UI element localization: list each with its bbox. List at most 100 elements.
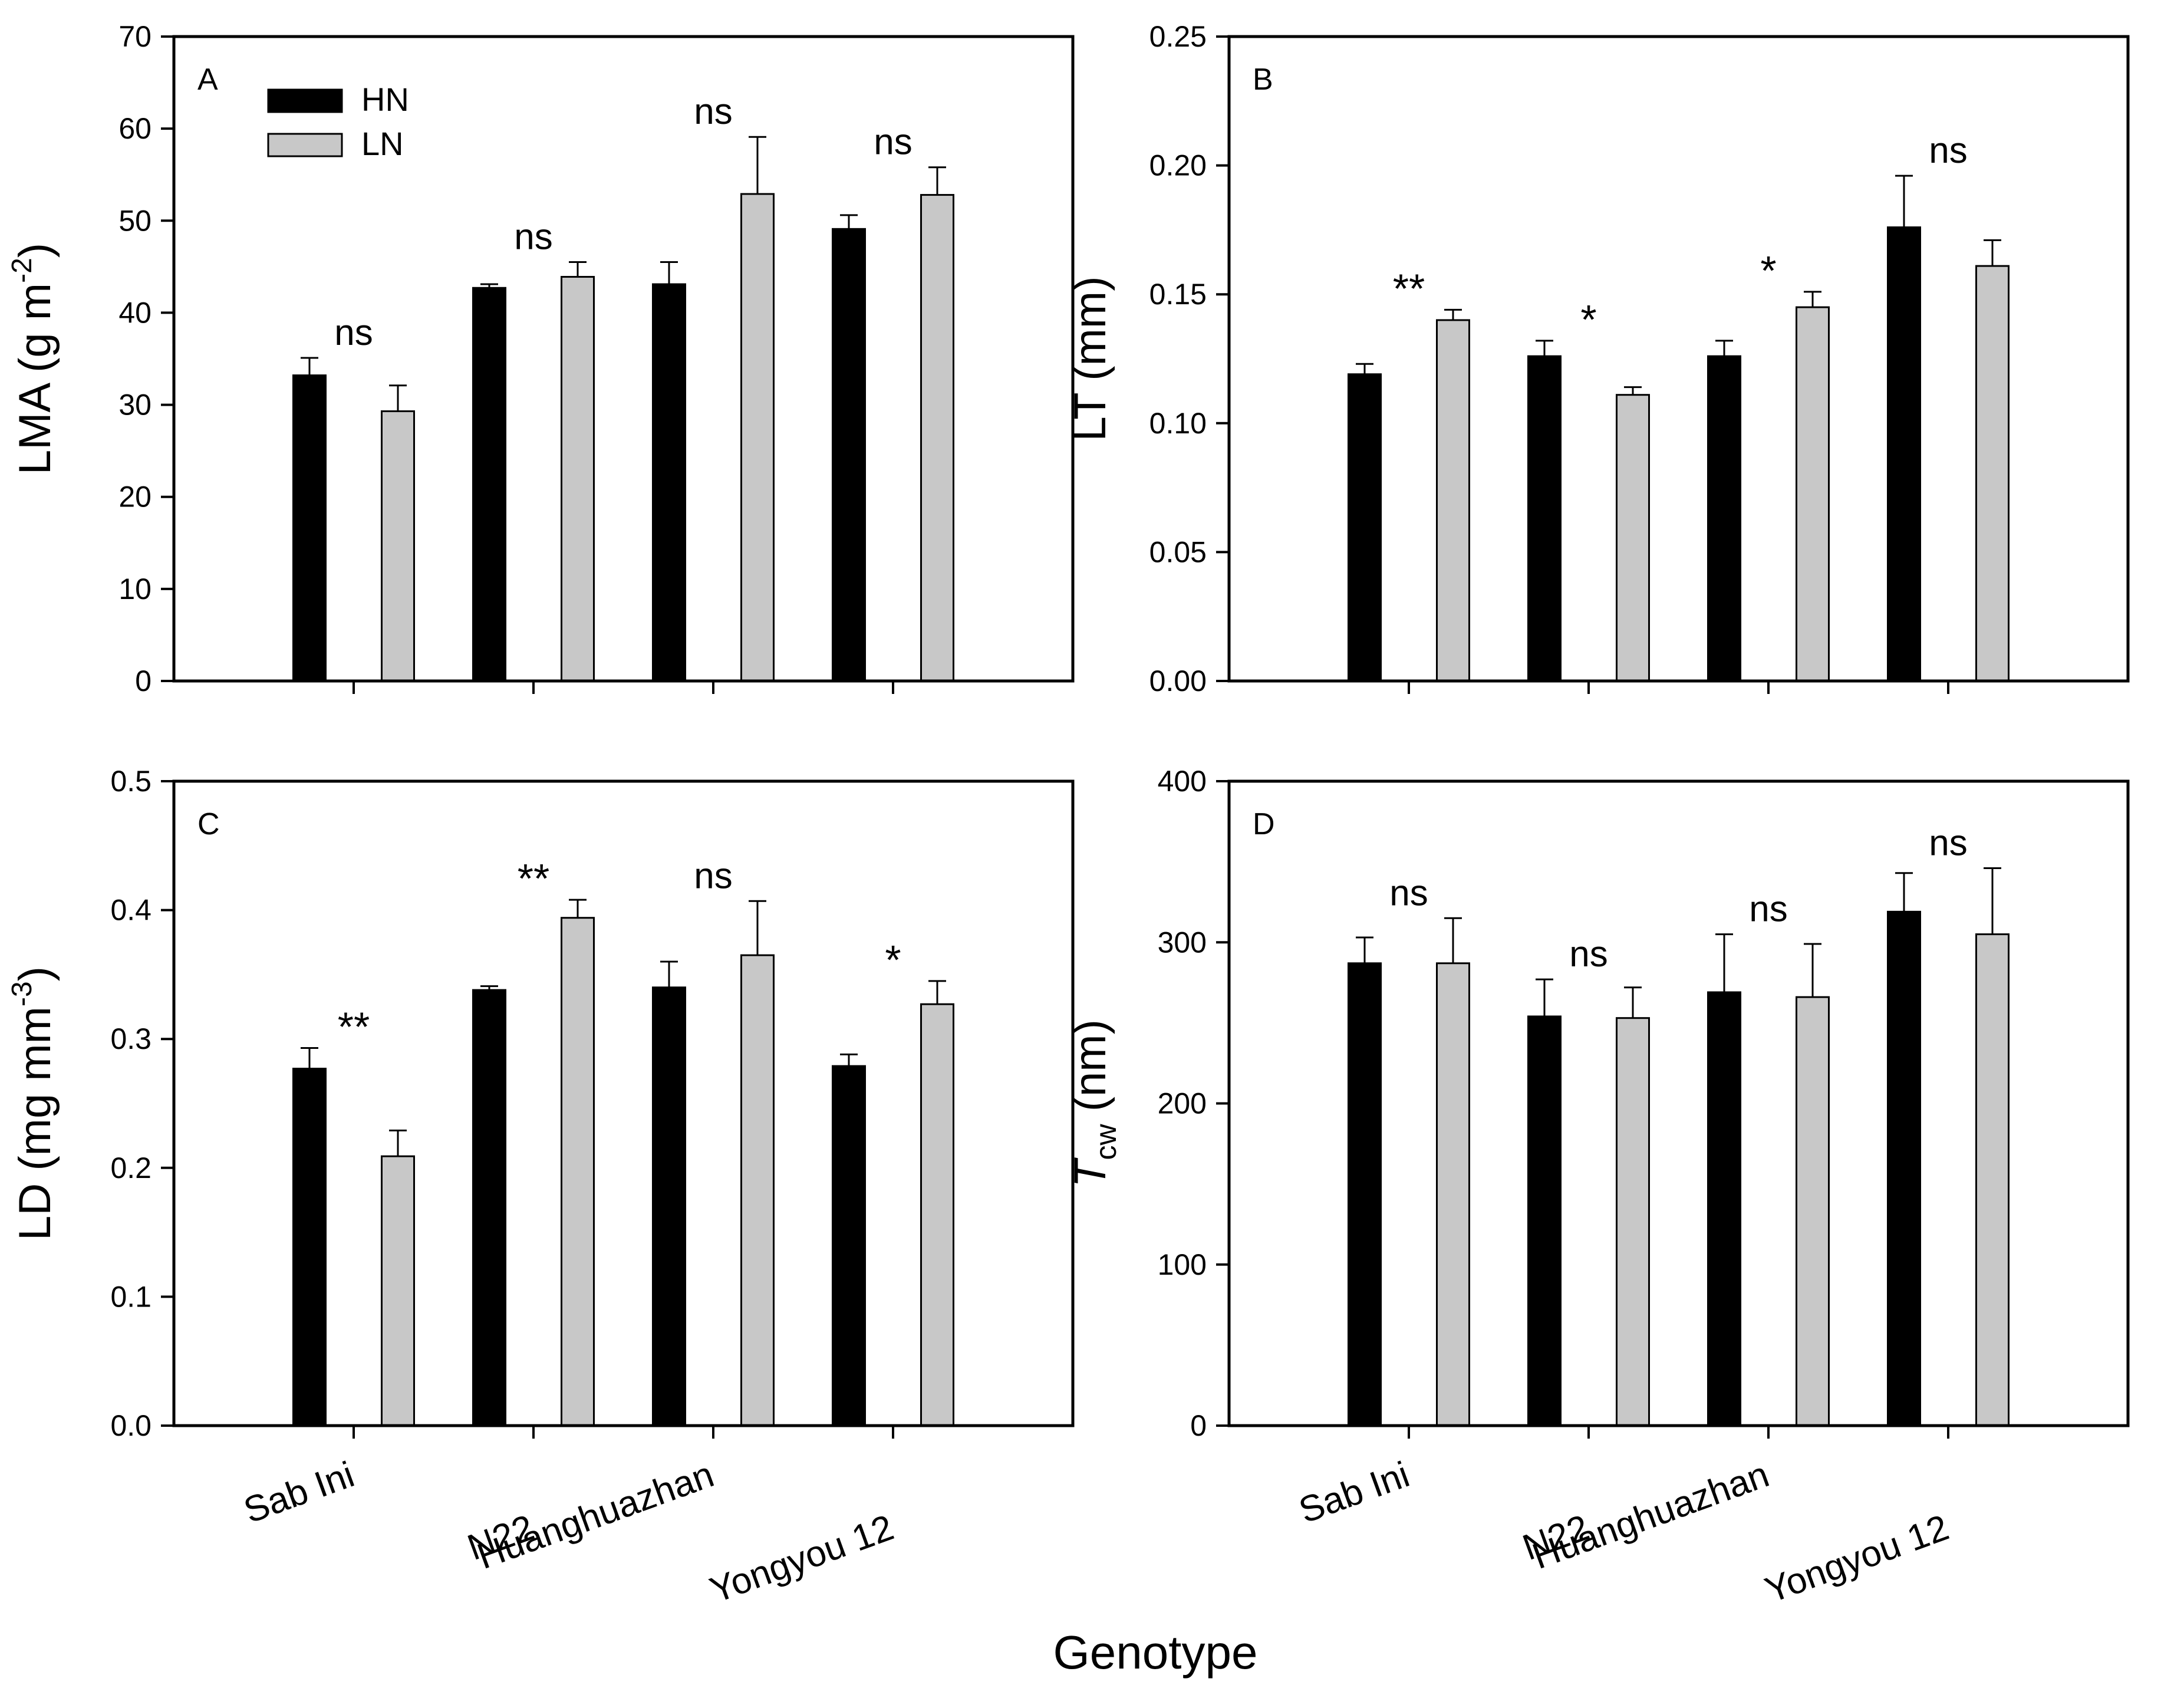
bar-hn	[1348, 962, 1382, 1427]
panel-label: C	[197, 807, 220, 841]
significance-label: ns	[514, 217, 552, 258]
y-tick-label: 0.00	[1149, 664, 1207, 697]
panel-label: B	[1253, 62, 1273, 97]
y-tick-label: 300	[1158, 926, 1207, 959]
bar-hn	[472, 989, 506, 1427]
bar-ln	[1796, 996, 1830, 1427]
significance-label: ns	[1929, 823, 1967, 864]
significance-label: ns	[334, 312, 373, 353]
bar-ln	[561, 917, 595, 1427]
bar-ln	[1616, 394, 1650, 682]
significance-label: *	[885, 937, 901, 983]
bar-ln	[920, 194, 954, 682]
bar-hn	[1707, 355, 1741, 682]
bar-hn	[1887, 910, 1921, 1427]
y-tick-label: 400	[1158, 765, 1207, 798]
y-axis-title: Tcw (nm)	[1065, 1019, 1122, 1187]
bar-hn	[832, 228, 866, 682]
significance-label: **	[338, 1004, 370, 1050]
y-tick-label: 30	[118, 389, 151, 422]
significance-label: *	[1760, 248, 1776, 294]
legend-label-ln: LN	[361, 125, 404, 162]
y-tick-label: 100	[1158, 1248, 1207, 1281]
bar-ln	[920, 1003, 954, 1427]
bar-ln	[1975, 933, 2010, 1427]
bar-ln	[1436, 319, 1470, 682]
y-tick-label: 0.10	[1149, 407, 1207, 440]
x-tick-label: Sab Ini	[1294, 1454, 1415, 1531]
significance-label: ns	[694, 91, 732, 132]
bar-ln	[740, 954, 775, 1427]
bar-ln	[1796, 306, 1830, 682]
y-tick-label: 0.1	[110, 1280, 151, 1313]
plot-frame	[172, 779, 1075, 1427]
bar-hn	[652, 283, 686, 682]
x-axis-title: Genotype	[1053, 1626, 1258, 1679]
bar-hn	[292, 1067, 327, 1427]
y-tick-label: 0.3	[110, 1022, 151, 1055]
y-tick-label: 0.05	[1149, 535, 1207, 568]
y-tick-label: 0.15	[1149, 278, 1207, 311]
x-tick-label: Yongyou 12	[705, 1507, 899, 1611]
y-tick-label: 0.5	[110, 765, 151, 798]
bar-ln	[1616, 1017, 1650, 1427]
significance-label: ns	[874, 122, 912, 163]
significance-label: **	[1393, 265, 1425, 311]
y-tick-label: 70	[118, 20, 151, 53]
y-axis-title: LT (mm)	[1065, 276, 1115, 441]
plot-frame	[172, 35, 1075, 683]
y-tick-label: 200	[1158, 1087, 1207, 1120]
panel-label: A	[197, 62, 218, 97]
y-tick-label: 0.2	[110, 1151, 151, 1184]
bar-ln	[381, 1155, 415, 1427]
bar-ln	[1975, 265, 2010, 682]
panel-a: 0 10 20 30 40 50 60 70 ns ns ns ns A LMA (g m-2) HN LN	[6, 20, 1075, 697]
bar-ln	[381, 410, 415, 682]
legend: HN LN	[267, 81, 409, 162]
x-tick-label: Yongyou 12	[1760, 1507, 1954, 1611]
legend-swatch-ln	[267, 133, 343, 157]
y-tick-label: 0	[1190, 1409, 1207, 1442]
y-tick-label: 20	[118, 481, 151, 514]
significance-label: ns	[1569, 934, 1607, 975]
y-tick-label: 0.25	[1149, 20, 1207, 53]
significance-label: ns	[694, 855, 732, 896]
bar-hn	[1707, 991, 1741, 1427]
bar-ln	[740, 193, 775, 682]
significance-label: **	[518, 855, 549, 901]
bar-hn	[1887, 226, 1921, 682]
plot-frame	[1227, 35, 2130, 683]
bar-hn	[472, 287, 506, 682]
y-axis-title: LMA (g m-2)	[6, 243, 60, 475]
bar-hn	[1348, 373, 1382, 682]
plot-frame	[1227, 779, 2130, 1427]
significance-label: ns	[1389, 873, 1428, 913]
significance-label: *	[1580, 297, 1596, 343]
bar-hn	[1527, 1015, 1562, 1427]
y-tick-label: 60	[118, 112, 151, 145]
bar-hn	[1527, 355, 1562, 682]
y-tick-label: 0.20	[1149, 149, 1207, 182]
bar-hn	[652, 986, 686, 1427]
y-tick-label: 0.4	[110, 894, 151, 927]
panel-c: 0.00.10.20.30.40.5**Sab Ini**N22nsHuangh…	[6, 765, 1075, 1611]
y-axis-title: LD (mg mm-3)	[6, 966, 60, 1241]
bar-ln	[1436, 962, 1470, 1427]
bar-ln	[561, 276, 595, 682]
panel-label: D	[1253, 807, 1275, 841]
x-tick-label: Sab Ini	[239, 1454, 360, 1531]
bar-hn	[292, 374, 327, 682]
bar-hn	[832, 1065, 866, 1427]
significance-label: ns	[1749, 889, 1787, 930]
legend-label-hn: HN	[361, 81, 409, 118]
y-tick-label: 0	[135, 664, 151, 697]
y-tick-label: 10	[118, 572, 151, 606]
legend-swatch-hn	[267, 88, 343, 113]
y-tick-label: 40	[118, 296, 151, 329]
y-tick-label: 50	[118, 204, 151, 237]
significance-label: ns	[1929, 130, 1967, 171]
